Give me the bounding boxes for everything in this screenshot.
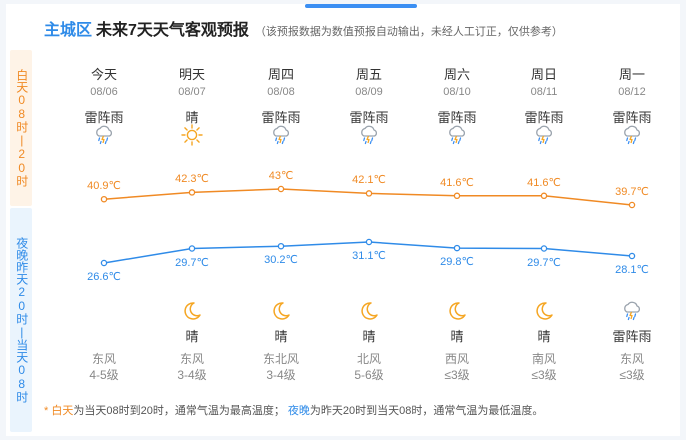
wind-level: 4-5级	[89, 368, 119, 382]
moon-icon	[533, 300, 555, 322]
thunder-rain-icon	[533, 124, 555, 146]
low-temp-label: 29.8℃	[440, 256, 474, 269]
high-temp-label: 41.6℃	[440, 176, 474, 189]
day-name: 周日	[530, 67, 557, 82]
day-name: 周四	[267, 67, 294, 82]
high-temp-label: 42.1℃	[352, 174, 386, 187]
wind-direction: 南风	[531, 352, 556, 366]
wind-level: 3-4级	[177, 368, 207, 382]
day-condition: 雷阵雨	[612, 110, 652, 125]
day-condition: 雷阵雨	[84, 110, 124, 125]
high-temp-label: 41.6℃	[527, 176, 561, 189]
day-name: 周六	[443, 67, 470, 82]
moon-icon	[446, 300, 468, 322]
high-temp-label: 43℃	[268, 170, 294, 182]
wind-direction: 东风	[91, 352, 116, 366]
day-period-label: 白天08时|20时	[10, 50, 32, 206]
low-temp-label: 30.2℃	[264, 254, 298, 267]
thunder-rain-icon	[621, 300, 643, 322]
footnote-night-text: 为昨天20时到当天08时，通常气温为最低温度。	[309, 405, 544, 417]
forecast-day-column: 明天 08/07 晴 晴 东风 3-4级	[152, 0, 232, 440]
night-condition: 晴	[274, 329, 288, 344]
moon-icon	[270, 300, 292, 322]
low-temp-label: 31.1℃	[352, 250, 386, 262]
high-temp-label: 42.3℃	[175, 173, 209, 186]
day-date: 08/08	[267, 86, 295, 98]
thunder-rain-icon	[358, 124, 380, 146]
forecast-day-column: 今天 08/06 雷阵雨 东风 4-5级	[64, 0, 144, 440]
day-name: 明天	[178, 67, 205, 82]
title-row: 主城区 未来7天天气客观预报 （该预报数据为数值预报自动输出，未经人工订正，仅供参考…	[44, 16, 563, 40]
day-condition: 雷阵雨	[261, 110, 301, 125]
district-name: 主城区	[44, 22, 93, 39]
forecast-panel	[6, 4, 680, 436]
day-condition: 雷阵雨	[524, 110, 564, 125]
forecast-day-column: 周日 08/11 雷阵雨 晴 南风 ≤3级	[504, 0, 584, 440]
day-condition: 雷阵雨	[349, 110, 389, 125]
day-date: 08/06	[90, 86, 118, 98]
wind-level: 3-4级	[266, 368, 296, 382]
wind-level: 5-6级	[354, 368, 384, 382]
sun-icon	[181, 124, 203, 146]
day-condition: 雷阵雨	[437, 110, 477, 125]
wind-direction: 东风	[179, 352, 204, 366]
low-temp-label: 28.1℃	[615, 264, 649, 276]
wind-direction: 西风	[444, 352, 469, 366]
page-title: 未来7天天气客观预报	[96, 22, 249, 39]
footnote: * 白天为当天08时到20时，通常气温为最高温度； 夜晚为昨天20时到当天08时…	[44, 402, 543, 418]
footnote-day-text: 为当天08时到20时，通常气温为最高温度；	[73, 405, 285, 417]
wind-direction: 北风	[356, 352, 381, 366]
day-name: 今天	[90, 67, 117, 82]
day-date: 08/10	[443, 86, 471, 98]
low-temp-label: 29.7℃	[527, 256, 561, 269]
night-condition: 晴	[185, 329, 199, 344]
high-temp-label: 39.7℃	[615, 186, 649, 198]
wind-level: ≤3级	[531, 368, 557, 382]
night-condition: 晴	[537, 329, 551, 344]
wind-level: ≤3级	[619, 368, 645, 382]
thunder-rain-icon	[621, 124, 643, 146]
tab-indicator	[305, 4, 417, 8]
day-date: 08/09	[355, 86, 383, 98]
night-condition: 雷阵雨	[612, 329, 652, 344]
day-date: 08/12	[618, 86, 646, 98]
day-name: 周一	[618, 67, 645, 82]
forecast-day-column: 周六 08/10 雷阵雨 晴 西风 ≤3级	[417, 0, 497, 440]
day-condition: 晴	[185, 110, 199, 125]
forecast-day-column: 周四 08/08 雷阵雨 晴 东北风 3-4级	[241, 0, 321, 440]
wind-direction: 东风	[619, 352, 644, 366]
footnote-star: *	[44, 405, 49, 417]
day-date: 08/11	[530, 86, 558, 98]
footnote-day-term: 白天	[51, 405, 74, 417]
forecast-note: （该预报数据为数值预报自动输出，未经人工订正，仅供参考）	[254, 26, 563, 38]
thunder-rain-icon	[446, 124, 468, 146]
wind-direction: 东北风	[262, 352, 299, 366]
low-temp-label: 26.6℃	[87, 271, 121, 283]
forecast-day-column: 周一 08/12 雷阵雨 雷阵雨 东风 ≤3级	[592, 0, 672, 440]
low-temp-label: 29.7℃	[175, 256, 209, 269]
footnote-night-term: 夜晚	[287, 405, 310, 417]
day-name: 周五	[355, 67, 382, 82]
night-condition: 晴	[450, 329, 464, 344]
night-period-label: 夜晚昨天20时|当天08时	[10, 208, 32, 432]
thunder-rain-icon	[270, 124, 292, 146]
forecast-day-column: 周五 08/09 雷阵雨 晴 北风 5-6级	[329, 0, 409, 440]
moon-icon	[358, 300, 380, 322]
day-date: 08/07	[178, 86, 206, 98]
moon-icon	[181, 300, 203, 322]
high-temp-label: 40.9℃	[87, 180, 121, 193]
thunder-rain-icon	[93, 124, 115, 146]
wind-level: ≤3级	[444, 368, 470, 382]
night-condition: 晴	[362, 329, 376, 344]
